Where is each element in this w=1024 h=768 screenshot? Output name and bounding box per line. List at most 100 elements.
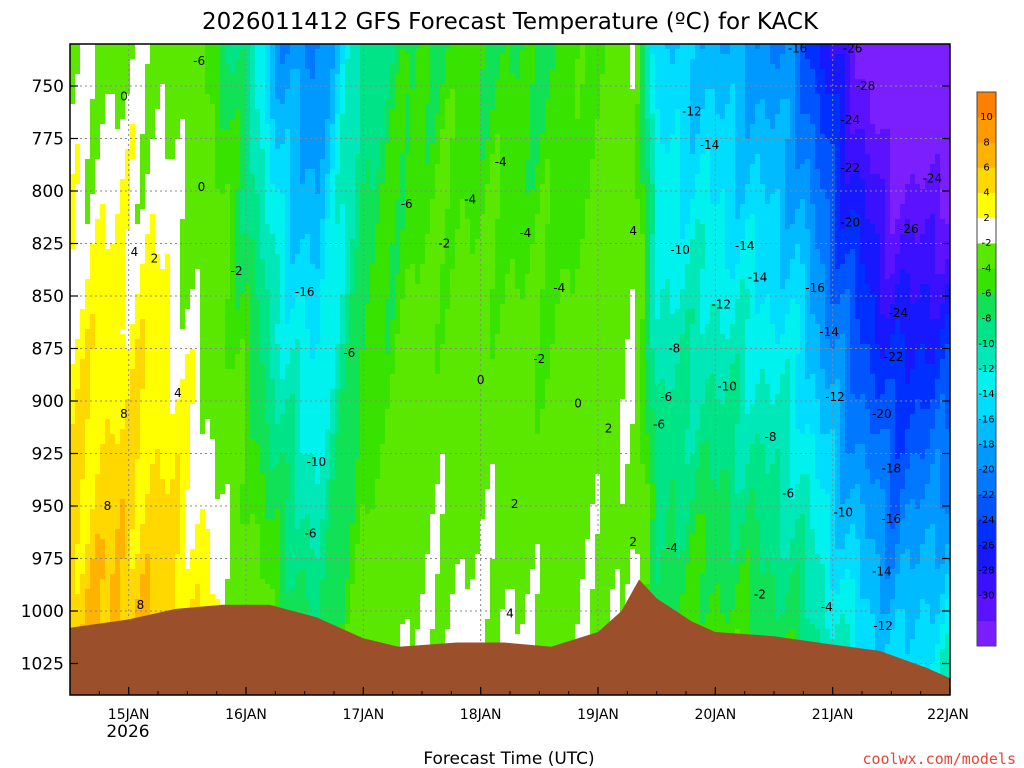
temperature-cell xyxy=(85,169,91,175)
temperature-cell xyxy=(180,159,186,165)
temperature-cell xyxy=(250,459,256,465)
temperature-cell xyxy=(165,314,171,320)
temperature-cell xyxy=(105,459,111,465)
temperature-cell xyxy=(225,209,231,215)
temperature-cell xyxy=(255,519,261,525)
temperature-cell xyxy=(70,404,76,410)
temperature-cell xyxy=(125,559,131,565)
temperature-cell xyxy=(180,274,186,280)
temperature-cell xyxy=(140,374,146,380)
temperature-cell xyxy=(225,304,231,310)
temperature-cell xyxy=(230,209,236,215)
temperature-cell xyxy=(105,49,111,55)
temperature-cell xyxy=(180,444,186,450)
temperature-cell xyxy=(235,164,241,170)
temperature-cell xyxy=(105,354,111,360)
temperature-cell xyxy=(115,439,121,445)
temperature-cell xyxy=(90,574,96,580)
temperature-cell xyxy=(200,444,206,450)
temperature-cell xyxy=(235,129,241,135)
temperature-cell xyxy=(230,214,236,220)
temperature-cell xyxy=(240,374,246,380)
temperature-cell xyxy=(215,214,221,220)
temperature-cell xyxy=(105,559,111,565)
temperature-cell xyxy=(160,304,166,310)
temperature-cell xyxy=(70,239,76,245)
temperature-cell xyxy=(215,324,221,330)
temperature-cell xyxy=(100,189,106,195)
temperature-cell xyxy=(240,344,246,350)
temperature-cell xyxy=(170,424,176,430)
temperature-cell xyxy=(85,474,91,480)
temperature-cell xyxy=(130,564,136,570)
temperature-cell xyxy=(125,124,131,130)
temperature-cell xyxy=(170,159,176,165)
temperature-cell xyxy=(160,434,166,440)
temperature-cell xyxy=(185,374,191,380)
temperature-cell xyxy=(190,549,196,555)
temperature-cell xyxy=(110,609,116,615)
temperature-cell xyxy=(75,319,81,325)
temperature-cell xyxy=(140,89,146,95)
temperature-cell xyxy=(90,409,96,415)
temperature-cell xyxy=(205,434,211,440)
temperature-cell xyxy=(130,319,136,325)
temperature-cell xyxy=(200,369,206,375)
temperature-cell xyxy=(180,154,186,160)
temperature-cell xyxy=(100,269,106,275)
temperature-cell xyxy=(205,334,211,340)
temperature-cell xyxy=(155,559,161,565)
temperature-cell xyxy=(135,534,141,540)
temperature-cell xyxy=(215,104,221,110)
temperature-cell xyxy=(155,324,161,330)
temperature-cell xyxy=(205,469,211,475)
temperature-cell xyxy=(250,379,256,385)
temperature-cell xyxy=(145,424,151,430)
temperature-cell xyxy=(140,264,146,270)
temperature-cell xyxy=(120,219,126,225)
temperature-cell xyxy=(100,599,106,605)
temperature-cell xyxy=(90,534,96,540)
temperature-cell xyxy=(230,454,236,460)
temperature-cell xyxy=(110,534,116,540)
temperature-cell xyxy=(215,79,221,85)
temperature-cell xyxy=(165,319,171,325)
temperature-cell xyxy=(230,564,236,570)
temperature-cell xyxy=(120,179,126,185)
temperature-cell xyxy=(80,439,86,445)
temperature-cell xyxy=(205,499,211,505)
temperature-cell xyxy=(90,289,96,295)
temperature-cell xyxy=(240,104,246,110)
temperature-cell xyxy=(160,214,166,220)
temperature-cell xyxy=(70,214,76,220)
temperature-cell xyxy=(70,349,76,355)
temperature-cell xyxy=(210,189,216,195)
temperature-cell xyxy=(130,399,136,405)
temperature-cell xyxy=(210,499,216,505)
temperature-cell xyxy=(240,479,246,485)
temperature-cell xyxy=(165,339,171,345)
temperature-cell xyxy=(160,294,166,300)
temperature-cell xyxy=(200,304,206,310)
temperature-cell xyxy=(185,284,191,290)
temperature-cell xyxy=(80,579,86,585)
temperature-cell xyxy=(175,44,181,50)
temperature-cell xyxy=(185,84,191,90)
temperature-cell xyxy=(210,294,216,300)
temperature-cell xyxy=(80,559,86,565)
temperature-cell xyxy=(90,524,96,530)
temperature-cell xyxy=(95,324,101,330)
temperature-cell xyxy=(115,339,121,345)
temperature-cell xyxy=(240,329,246,335)
temperature-cell xyxy=(225,374,231,380)
temperature-cell xyxy=(215,49,221,55)
temperature-cell xyxy=(75,404,81,410)
temperature-cell xyxy=(165,554,171,560)
temperature-cell xyxy=(160,424,166,430)
temperature-cell xyxy=(110,394,116,400)
temperature-cell xyxy=(70,509,76,515)
temperature-cell xyxy=(195,199,201,205)
temperature-cell xyxy=(195,519,201,525)
temperature-cell xyxy=(95,154,101,160)
temperature-cell xyxy=(85,394,91,400)
